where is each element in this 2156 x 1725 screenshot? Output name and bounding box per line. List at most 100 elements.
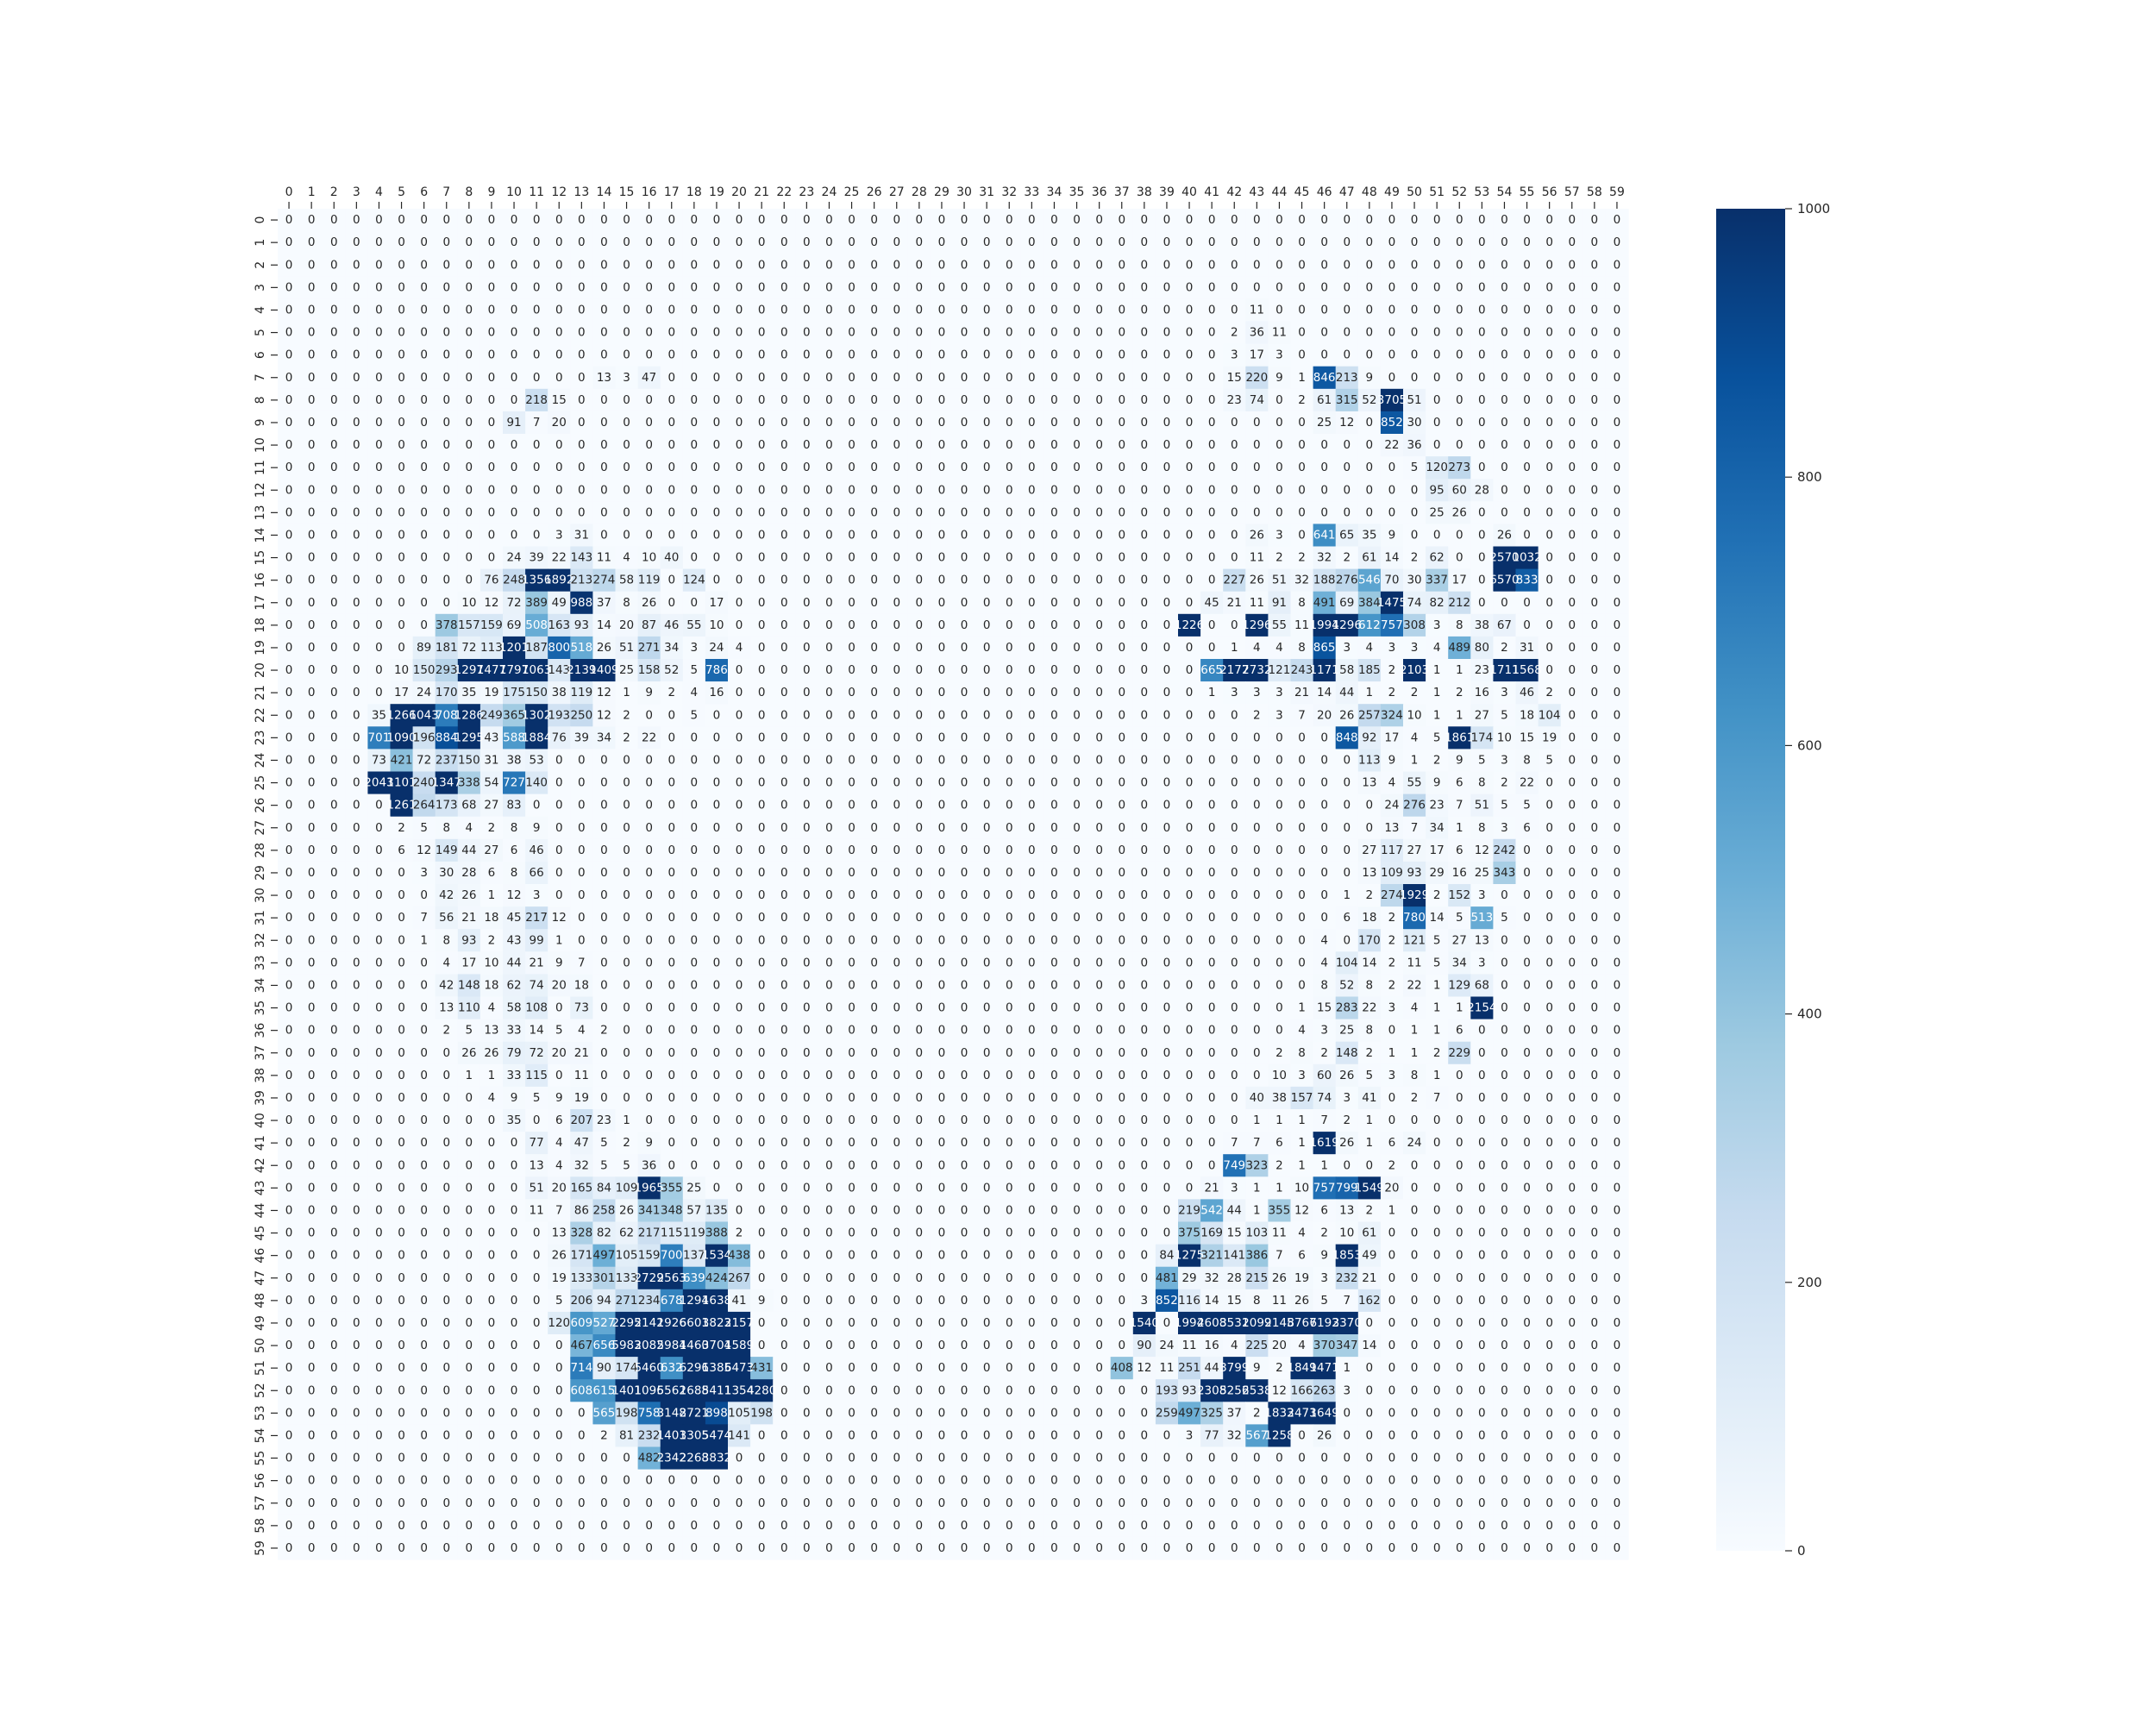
cell-value-label: 1 [1456, 663, 1463, 677]
cell-value-label: 55 [686, 618, 701, 632]
heatmap-cell [300, 254, 323, 277]
cell-value-label: 0 [1591, 483, 1599, 497]
cell-value-label: 0 [780, 618, 788, 632]
cell-value-label: 21 [1227, 596, 1242, 610]
heatmap-cell [1493, 231, 1517, 254]
cell-value-label: 0 [488, 483, 496, 497]
cell-value-label: 1 [1456, 708, 1463, 722]
cell-value-label: 0 [1141, 371, 1149, 385]
cell-value-label: 0 [555, 371, 563, 385]
cell-value-label: 0 [555, 235, 563, 249]
heatmap-cell [1357, 209, 1382, 232]
cell-value-label: 0 [1095, 574, 1103, 587]
heatmap-cell [1020, 231, 1044, 254]
cell-value-label: 0 [1231, 258, 1238, 272]
cell-value-label: 0 [938, 663, 946, 677]
cell-value-label: 0 [825, 303, 833, 317]
cell-value-label: 0 [1028, 551, 1036, 565]
cell-value-label: 0 [1614, 551, 1621, 565]
heatmap-cell [953, 231, 976, 254]
cell-value-label: 0 [1186, 686, 1194, 699]
cell-value-label: 0 [893, 528, 900, 542]
cell-value-label: 0 [1366, 303, 1374, 317]
cell-value-label: 0 [1433, 258, 1441, 272]
cell-value-label: 1032 [1512, 551, 1541, 565]
cell-value-label: 0 [1320, 235, 1328, 249]
cell-value-label: 0 [1006, 483, 1013, 497]
cell-value-label: 0 [983, 528, 991, 542]
cell-value-label: 11 [597, 551, 611, 565]
cell-value-label: 0 [1298, 528, 1306, 542]
heatmap-cell [1538, 231, 1562, 254]
cell-value-label: 0 [1568, 663, 1576, 677]
cell-value-label: 0 [466, 528, 473, 542]
cell-value-label: 0 [285, 686, 293, 699]
cell-value-label: 0 [1006, 280, 1013, 294]
cell-value-label: 0 [1118, 303, 1125, 317]
heatmap-cell [1403, 209, 1426, 232]
cell-value-label: 0 [983, 348, 991, 362]
cell-value-label: 0 [825, 416, 833, 430]
cell-value-label: 0 [330, 596, 338, 610]
cell-value-label: 0 [1591, 393, 1599, 407]
cell-value-label: 0 [1545, 393, 1553, 407]
cell-value-label: 0 [1186, 393, 1194, 407]
cell-value-label: 0 [623, 483, 630, 497]
cell-value-label: 80 [1475, 641, 1489, 655]
cell-value-label: 67 [1497, 618, 1512, 632]
cell-value-label: 76 [484, 574, 498, 587]
cell-value-label: 0 [893, 663, 900, 677]
cell-value-label: 0 [1073, 461, 1081, 474]
heatmap-cell [1020, 209, 1044, 232]
cell-value-label: 0 [330, 280, 338, 294]
cell-value-label: 0 [578, 303, 586, 317]
cell-value-label: 0 [1231, 528, 1238, 542]
cell-value-label: 0 [1095, 258, 1103, 272]
cell-value-label: 14 [597, 618, 611, 632]
cell-value-label: 0 [1006, 461, 1013, 474]
cell-value-label: 0 [353, 416, 360, 430]
cell-value-label: 0 [736, 371, 743, 385]
cell-value-label: 0 [667, 708, 675, 722]
cell-value-label: 0 [1545, 641, 1553, 655]
cell-value-label: 0 [1614, 528, 1621, 542]
cell-value-label: 0 [1095, 596, 1103, 610]
cell-value-label: 0 [1208, 461, 1216, 474]
cell-value-label: 0 [1523, 416, 1531, 430]
cell-value-label: 0 [1118, 641, 1125, 655]
cell-value-label: 0 [1275, 505, 1283, 519]
cell-value-label: 0 [1411, 483, 1419, 497]
heatmap-cell [1065, 209, 1089, 232]
cell-value-label: 0 [870, 505, 878, 519]
cell-value-label: 0 [466, 348, 473, 362]
cell-value-label: 0 [780, 528, 788, 542]
heatmap-cell [907, 254, 931, 277]
cell-value-label: 0 [1568, 708, 1576, 722]
cell-value-label: 0 [780, 393, 788, 407]
cell-value-label: 0 [1501, 393, 1508, 407]
cell-value-label: 0 [1456, 438, 1463, 452]
heatmap-cell [1268, 209, 1292, 232]
cell-value-label: 0 [1006, 213, 1013, 227]
cell-value-label: 0 [1343, 483, 1351, 497]
cell-value-label: 0 [1050, 505, 1058, 519]
cell-value-label: 0 [893, 483, 900, 497]
cell-value-label: 0 [870, 596, 878, 610]
heatmap-cell [1605, 254, 1629, 277]
cell-value-label: 0 [713, 505, 721, 519]
cell-value-label: 0 [308, 416, 316, 430]
cell-value-label: 0 [466, 551, 473, 565]
cell-value-label: 35 [1362, 528, 1376, 542]
cell-value-label: 0 [555, 483, 563, 497]
cell-value-label: 1884 [522, 731, 551, 744]
cell-value-label: 0 [511, 280, 518, 294]
cell-value-label: 0 [825, 461, 833, 474]
cell-value-label: 0 [1523, 393, 1531, 407]
cell-value-label: 0 [1095, 416, 1103, 430]
cell-value-label: 0 [983, 461, 991, 474]
cell-value-label: 0 [780, 686, 788, 699]
cell-value-label: 0 [916, 461, 924, 474]
cell-value-label: 46 [1520, 686, 1534, 699]
cell-value-label: 0 [308, 258, 316, 272]
cell-value-label: 0 [353, 574, 360, 587]
